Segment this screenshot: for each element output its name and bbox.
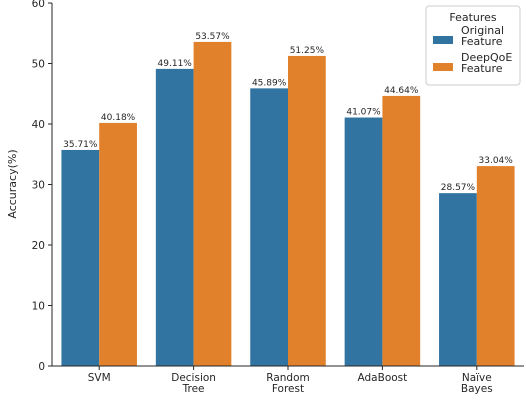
y-axis-title: Accuracy(%) bbox=[6, 149, 19, 218]
y-tick-label: 30 bbox=[32, 180, 45, 192]
y-tick-label: 20 bbox=[32, 240, 45, 252]
data-label: 35.71% bbox=[63, 140, 98, 150]
legend-swatch bbox=[433, 63, 453, 71]
data-label: 53.57% bbox=[195, 32, 230, 42]
data-label: 45.89% bbox=[252, 78, 287, 88]
bar-series1-3 bbox=[250, 88, 288, 366]
x-axis: SVM Decision Tree Random Forest AdaBoost Naïve… bbox=[52, 365, 524, 395]
x-tick-label: SVM bbox=[88, 372, 111, 384]
bar-series1-1 bbox=[61, 149, 100, 366]
legend-swatch bbox=[433, 36, 453, 44]
data-label: 40.18% bbox=[101, 113, 136, 123]
bar-series2-3 bbox=[288, 55, 326, 366]
bar-series2-5 bbox=[476, 166, 515, 366]
data-label: 33.04% bbox=[479, 156, 514, 166]
legend-title: Features bbox=[449, 11, 497, 24]
bar-series2-4 bbox=[382, 95, 421, 366]
x-tick-label: Random Forest bbox=[266, 372, 309, 395]
legend-label: Original Feature bbox=[461, 24, 504, 48]
y-tick-label: 40 bbox=[32, 119, 45, 131]
y-tick-label: 50 bbox=[32, 59, 45, 71]
x-tick-label: Decision Tree bbox=[171, 372, 216, 395]
y-tick-label: 0 bbox=[38, 361, 45, 373]
bar-series1-2 bbox=[155, 68, 194, 367]
bar-series1-5 bbox=[439, 193, 477, 366]
x-tick-label: Naïve Bayes bbox=[461, 372, 493, 395]
x-tick-label: AdaBoost bbox=[358, 372, 408, 384]
bar-series1-4 bbox=[344, 117, 383, 367]
bar-series2-2 bbox=[193, 41, 232, 367]
data-label: 28.57% bbox=[441, 183, 476, 193]
data-label: 41.07% bbox=[346, 108, 381, 118]
y-axis: 0 10 20 30 40 50 60 bbox=[32, 0, 53, 373]
y-tick-label: 10 bbox=[32, 301, 45, 313]
y-tick-label: 60 bbox=[32, 0, 45, 10]
legend-label: DeepQoE Feature bbox=[461, 51, 512, 75]
data-label: 51.25% bbox=[290, 46, 325, 56]
data-label: 49.11% bbox=[158, 59, 193, 69]
bar-series2-1 bbox=[99, 122, 137, 366]
plot-area: 35.71% 49.11% 45.89% 41.07% 28.57% 40.18% 53.5… bbox=[61, 32, 515, 367]
data-label: 44.64% bbox=[384, 86, 419, 96]
